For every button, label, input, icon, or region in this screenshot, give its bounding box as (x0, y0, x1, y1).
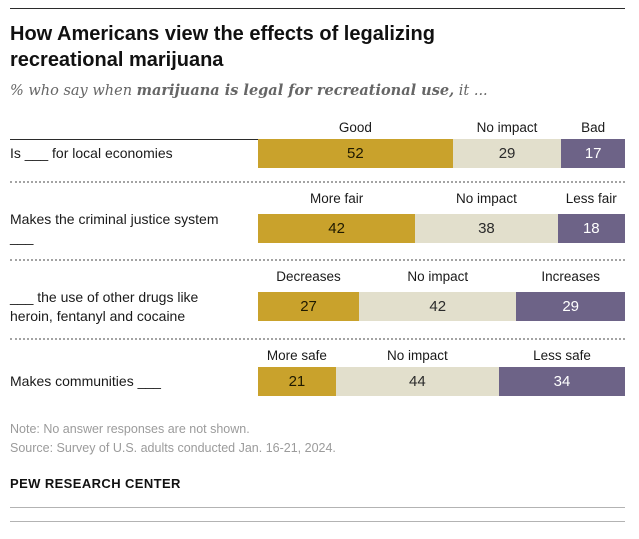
row-label: Makes the criminal justice system ___ (10, 211, 219, 246)
bar-segment: 21 (258, 366, 336, 396)
segment-header: No impact (456, 191, 517, 206)
top-rule (10, 8, 625, 9)
row-label: Is ___ for local economies (10, 145, 173, 162)
chart-row-group-economies: Good No impact Bad Is ___ for local econ… (10, 112, 625, 181)
segment-header-row: Good No impact Bad (10, 120, 625, 139)
stacked-bar: 21 44 34 (258, 366, 625, 396)
stacked-bar: 27 42 29 (258, 292, 625, 322)
segment-header: Decreases (276, 269, 341, 285)
bottom-rule-lower (10, 520, 625, 522)
bar-segment: 18 (557, 213, 625, 243)
bar-segment: 17 (561, 139, 625, 168)
segment-header: No impact (387, 347, 448, 363)
page-title: How Americans view the effects of legali… (10, 23, 435, 71)
bar-segment: 42 (258, 213, 416, 243)
bar-segment: 34 (498, 366, 625, 396)
segment-header: Bad (581, 120, 606, 135)
row-label: ___ the use of other drugs like heroin, … (10, 289, 199, 324)
bar-row: Is ___ for local economies 52 29 17 (10, 139, 625, 168)
bar-segment: 29 (516, 292, 625, 322)
segment-header: Less safe (533, 347, 591, 363)
subtitle-bold: marijuana is legal for recreational use, (136, 82, 455, 99)
bar-segment: 44 (335, 366, 499, 396)
row-label: Makes communities ___ (10, 373, 161, 390)
bar-segment: 52 (258, 139, 453, 168)
header-spacer (10, 191, 258, 210)
chart-subtitle: % who say when marijuana is legal for re… (10, 82, 625, 99)
bar-row: Makes communities ___ 21 44 34 (10, 366, 625, 396)
bar-row: Makes the criminal justice system ___ 42… (10, 210, 625, 246)
bottom-rule-upper (10, 506, 625, 508)
header-spacer (10, 269, 258, 288)
chart-row-group-other-drugs: Decreases No impact Increases ___ the us… (10, 259, 625, 337)
segment-header: More fair (310, 191, 364, 206)
pew-research-center-wordmark: PEW RESEARCH CENTER (10, 475, 181, 491)
segment-header: Increases (541, 269, 600, 285)
subtitle-prefix: % who say when (10, 83, 137, 99)
stacked-bar: 52 29 17 (258, 139, 625, 168)
bar-segment: 38 (415, 213, 558, 243)
bar-segment: 29 (452, 139, 562, 168)
chart-source: Source: Survey of U.S. adults conducted … (10, 441, 336, 456)
segment-header: Less fair (565, 191, 617, 206)
segment-header: Good (338, 120, 372, 135)
header-spacer (10, 348, 258, 367)
chart-row-group-justice: More fair No impact Less fair Makes the … (10, 181, 625, 259)
segment-header-row: More fair No impact Less fair (10, 191, 625, 210)
stacked-bar: 42 38 18 (258, 213, 625, 243)
segment-header-row: More safe No impact Less safe (10, 348, 625, 367)
bar-segment: 42 (359, 292, 517, 322)
bar-segment: 27 (258, 292, 360, 322)
chart-row-group-communities: More safe No impact Less safe Makes comm… (10, 337, 625, 409)
segment-header: More safe (266, 347, 327, 363)
stacked-bar-chart: Good No impact Bad Is ___ for local econ… (10, 112, 625, 409)
bar-row: ___ the use of other drugs like heroin, … (10, 288, 625, 324)
footnotes: Note: No answer responses are not shown.… (10, 420, 625, 459)
subtitle-suffix: it ... (454, 83, 488, 99)
header-spacer (10, 120, 258, 139)
segment-header-row: Decreases No impact Increases (10, 269, 625, 288)
segment-header: No impact (476, 120, 538, 135)
segment-header: No impact (407, 269, 469, 285)
chart-note: Note: No answer responses are not shown. (10, 421, 250, 436)
